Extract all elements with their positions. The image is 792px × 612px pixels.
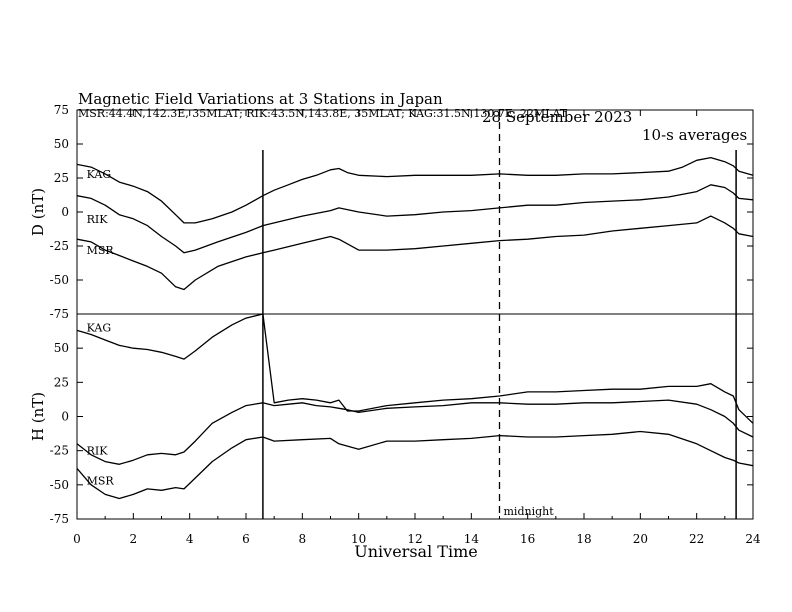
- midnight-label: midnight: [504, 505, 555, 518]
- y-axis-label: H (nT): [29, 392, 47, 441]
- y-tick-label: 50: [54, 341, 69, 355]
- x-tick-label: 16: [520, 532, 535, 546]
- x-tick-label: 8: [299, 532, 307, 546]
- y-tick-label: -75: [50, 512, 69, 526]
- vertical-markers: midnight: [262, 110, 737, 519]
- x-tick-label: 4: [186, 532, 194, 546]
- y-axis-label: D (nT): [29, 188, 47, 236]
- x-tick-label: 20: [633, 532, 648, 546]
- y-tick-label: -50: [50, 478, 69, 492]
- x-axis: 0 2 4 6 8 10 12 14 16 18 20 22 24: [73, 110, 761, 546]
- title-main: Magnetic Field Variations at 3 Stations …: [78, 90, 443, 108]
- series-label-msr: MSR: [87, 244, 115, 257]
- x-tick-label: 0: [73, 532, 81, 546]
- panel-declination: 75 50 25 0 -25 -50 -75 D (nT) KAG RIK MSR: [29, 103, 754, 321]
- y-tick-label: -50: [50, 273, 69, 287]
- panel-horizontal: 50 25 0 -25 -50 -75 H (nT) KAG RIK MSR: [29, 313, 754, 526]
- series-msr-line: [76, 215, 754, 291]
- y-tick-label: 75: [54, 103, 69, 117]
- series-label-kag: KAG: [87, 168, 112, 181]
- series-msr-line: [76, 430, 754, 500]
- y-tick-label: 25: [54, 375, 69, 389]
- series-label-kag: KAG: [87, 322, 112, 335]
- title-averages: 10-s averages: [642, 126, 748, 144]
- series-label-rik: RIK: [87, 445, 109, 458]
- x-tick-label: 14: [464, 532, 480, 546]
- x-tick-label: 12: [407, 532, 422, 546]
- series-label-msr: MSR: [87, 475, 115, 488]
- series-kag-line: [76, 156, 754, 224]
- x-tick-label: 22: [689, 532, 704, 546]
- series-rik-line: [76, 399, 754, 465]
- y-tick-label: -75: [50, 307, 69, 321]
- series-kag-line: [76, 313, 754, 424]
- x-tick-label: 6: [242, 532, 250, 546]
- chart-title: Magnetic Field Variations at 3 Stations …: [78, 72, 747, 144]
- y-tick-label: 25: [54, 171, 69, 185]
- x-axis-label: Universal Time: [354, 542, 477, 561]
- y-tick-label: 50: [54, 137, 69, 151]
- series-label-rik: RIK: [87, 213, 109, 226]
- x-tick-label: 10: [351, 532, 366, 546]
- y-tick-label: -25: [50, 444, 69, 458]
- x-tick-label: 2: [130, 532, 138, 546]
- y-tick-label: 0: [61, 410, 69, 424]
- y-tick-label: -25: [50, 239, 69, 253]
- series-rik-line: [76, 184, 754, 254]
- x-tick-label: 24: [745, 532, 761, 546]
- x-tick-label: 18: [576, 532, 591, 546]
- title-date: 28 September 2023: [482, 108, 633, 126]
- y-tick-label: 0: [61, 205, 69, 219]
- panel-frame: [76, 109, 754, 315]
